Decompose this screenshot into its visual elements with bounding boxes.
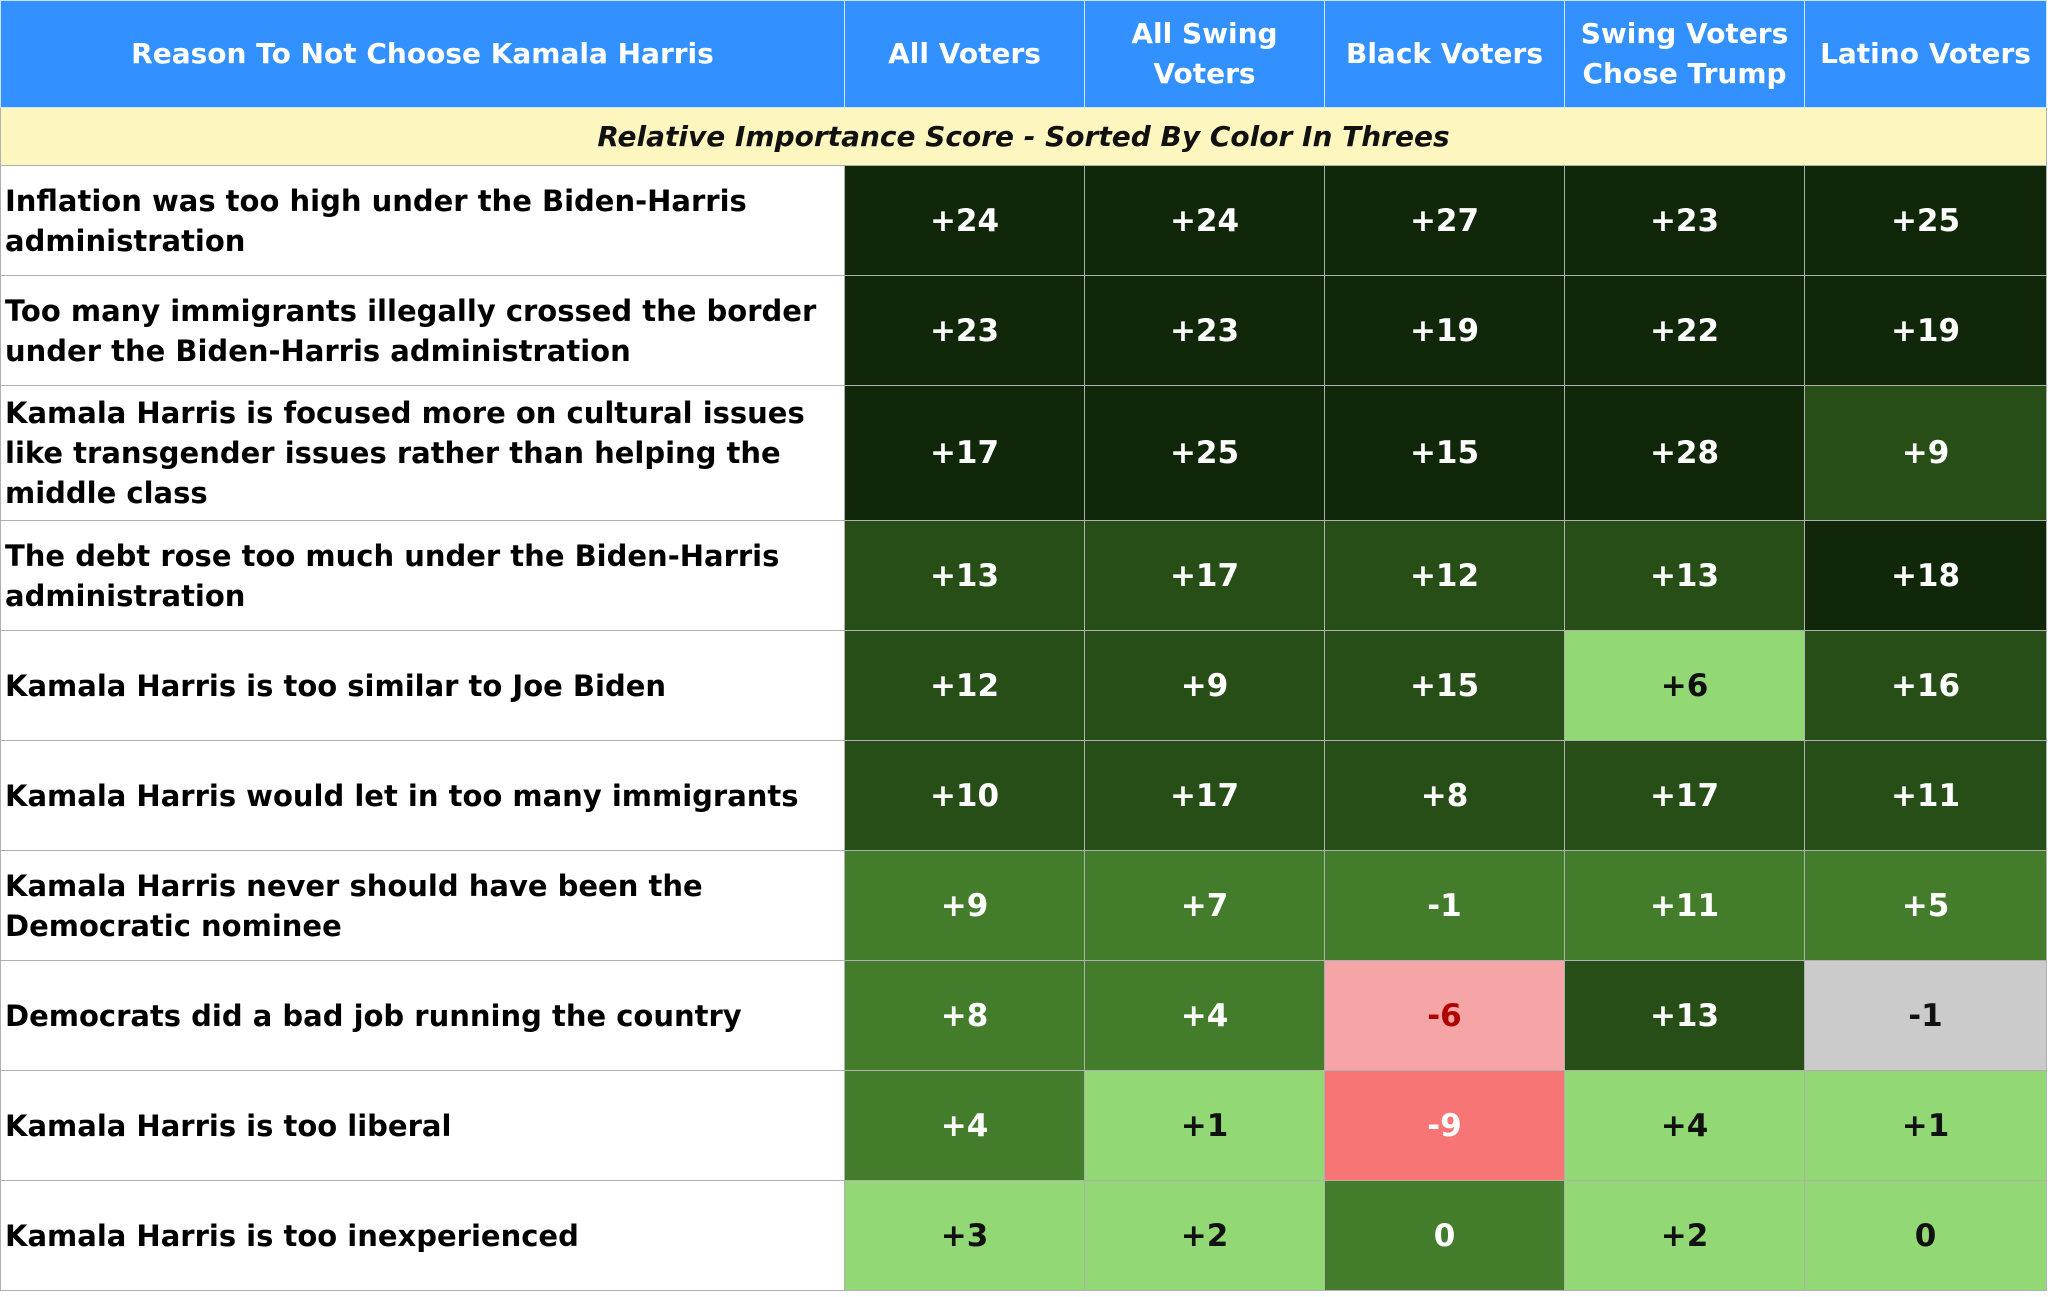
reason-cell: Inflation was too high under the Biden-H… (0, 165, 845, 276)
table-row: Kamala Harris is too inexperienced +3 +2 0 +… (0, 1180, 2047, 1291)
score-cell-latino-voters: +5 (1804, 850, 2047, 961)
score-cell-swing-voters-chose-trump: +13 (1564, 520, 1805, 631)
score-cell-swing-voters-chose-trump: +28 (1564, 385, 1805, 521)
reason-cell: The debt rose too much under the Biden-H… (0, 520, 845, 631)
header-reason: Reason To Not Choose Kamala Harris (0, 0, 845, 108)
score-cell-black-voters: +8 (1324, 740, 1565, 851)
subtitle-row: Relative Importance Score - Sorted By Co… (0, 107, 2047, 166)
table-row: Kamala Harris is too similar to Joe Bide… (0, 630, 2047, 741)
score-cell-all-voters: +3 (844, 1180, 1085, 1291)
score-cell-swing-voters-chose-trump: +4 (1564, 1070, 1805, 1181)
table-row: Kamala Harris is too liberal +4 +1 -9 +4 +1 (0, 1070, 2047, 1181)
score-cell-latino-voters: +25 (1804, 165, 2047, 276)
score-cell-black-voters: -1 (1324, 850, 1565, 961)
reason-cell: Too many immigrants illegally crossed th… (0, 275, 845, 386)
score-cell-all-swing-voters: +24 (1084, 165, 1325, 276)
score-cell-black-voters: -6 (1324, 960, 1565, 1071)
score-cell-all-swing-voters: +25 (1084, 385, 1325, 521)
header-black-voters: Black Voters (1324, 0, 1565, 108)
score-cell-all-swing-voters: +23 (1084, 275, 1325, 386)
chart-subtitle: Relative Importance Score - Sorted By Co… (0, 107, 2047, 166)
header-all-swing-voters: All Swing Voters (1084, 0, 1325, 108)
score-cell-all-swing-voters: +17 (1084, 520, 1325, 631)
score-cell-swing-voters-chose-trump: +22 (1564, 275, 1805, 386)
score-cell-all-voters: +23 (844, 275, 1085, 386)
score-cell-all-swing-voters: +2 (1084, 1180, 1325, 1291)
score-cell-swing-voters-chose-trump: +13 (1564, 960, 1805, 1071)
score-cell-latino-voters: 0 (1804, 1180, 2047, 1291)
score-cell-swing-voters-chose-trump: +11 (1564, 850, 1805, 961)
score-cell-all-voters: +24 (844, 165, 1085, 276)
reason-cell: Kamala Harris is focused more on cultura… (0, 385, 845, 521)
header-latino-voters: Latino Voters (1804, 0, 2047, 108)
score-cell-latino-voters: +18 (1804, 520, 2047, 631)
header-swing-voters-chose-trump: Swing Voters Chose Trump (1564, 0, 1805, 108)
score-cell-all-voters: +8 (844, 960, 1085, 1071)
reason-cell: Kamala Harris never should have been the… (0, 850, 845, 961)
score-cell-latino-voters: +16 (1804, 630, 2047, 741)
reason-cell: Kamala Harris is too liberal (0, 1070, 845, 1181)
score-cell-all-swing-voters: +17 (1084, 740, 1325, 851)
table-row: Democrats did a bad job running the coun… (0, 960, 2047, 1071)
table-row: Kamala Harris would let in too many immi… (0, 740, 2047, 851)
score-cell-all-voters: +17 (844, 385, 1085, 521)
score-cell-all-voters: +12 (844, 630, 1085, 741)
score-cell-black-voters: -9 (1324, 1070, 1565, 1181)
score-cell-black-voters: +15 (1324, 630, 1565, 741)
score-cell-all-voters: +9 (844, 850, 1085, 961)
reason-cell: Kamala Harris would let in too many immi… (0, 740, 845, 851)
score-cell-black-voters: 0 (1324, 1180, 1565, 1291)
score-cell-black-voters: +12 (1324, 520, 1565, 631)
table-row: Too many immigrants illegally crossed th… (0, 275, 2047, 386)
table-row: Inflation was too high under the Biden-H… (0, 165, 2047, 276)
header-all-voters: All Voters (844, 0, 1085, 108)
table-row: The debt rose too much under the Biden-H… (0, 520, 2047, 631)
score-cell-all-swing-voters: +1 (1084, 1070, 1325, 1181)
score-cell-latino-voters: +9 (1804, 385, 2047, 521)
score-cell-all-swing-voters: +4 (1084, 960, 1325, 1071)
header-row: Reason To Not Choose Kamala Harris All V… (0, 0, 2047, 108)
reason-cell: Democrats did a bad job running the coun… (0, 960, 845, 1071)
score-cell-all-voters: +13 (844, 520, 1085, 631)
score-cell-black-voters: +15 (1324, 385, 1565, 521)
score-cell-all-swing-voters: +7 (1084, 850, 1325, 961)
score-cell-swing-voters-chose-trump: +2 (1564, 1180, 1805, 1291)
score-cell-black-voters: +27 (1324, 165, 1565, 276)
score-cell-latino-voters: -1 (1804, 960, 2047, 1071)
score-cell-all-swing-voters: +9 (1084, 630, 1325, 741)
score-cell-all-voters: +4 (844, 1070, 1085, 1181)
score-cell-black-voters: +19 (1324, 275, 1565, 386)
table-row: Kamala Harris never should have been the… (0, 850, 2047, 961)
table-row: Kamala Harris is focused more on cultura… (0, 385, 2047, 521)
score-cell-all-voters: +10 (844, 740, 1085, 851)
score-cell-latino-voters: +19 (1804, 275, 2047, 386)
reason-cell: Kamala Harris is too similar to Joe Bide… (0, 630, 845, 741)
score-cell-latino-voters: +11 (1804, 740, 2047, 851)
score-cell-swing-voters-chose-trump: +17 (1564, 740, 1805, 851)
score-cell-swing-voters-chose-trump: +6 (1564, 630, 1805, 741)
score-cell-swing-voters-chose-trump: +23 (1564, 165, 1805, 276)
reason-cell: Kamala Harris is too inexperienced (0, 1180, 845, 1291)
score-cell-latino-voters: +1 (1804, 1070, 2047, 1181)
